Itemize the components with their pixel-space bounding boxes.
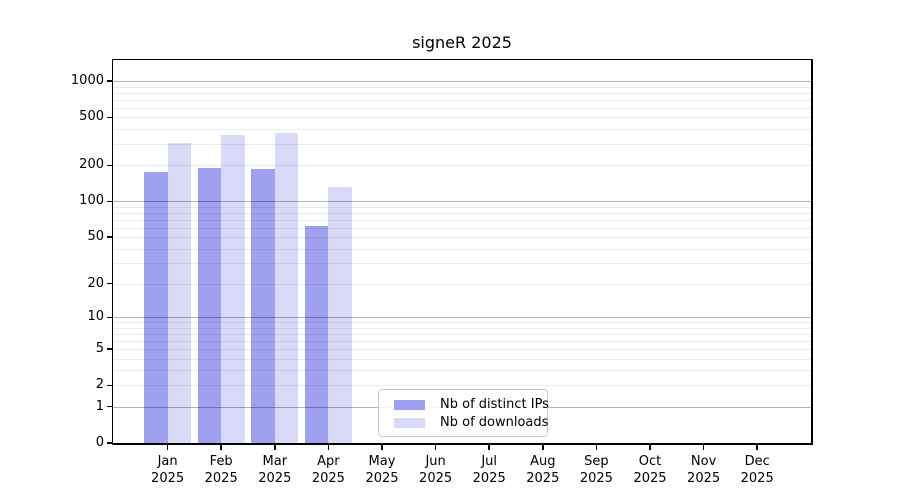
- x-tick-mark: [756, 444, 758, 450]
- legend-label-downloads: Nb of downloads: [440, 415, 549, 430]
- x-tick-mark: [702, 444, 705, 450]
- x-tick-mark: [649, 444, 651, 450]
- gridline-minor: [113, 206, 811, 208]
- y-tick-label: 200: [79, 157, 104, 173]
- gridline-minor: [113, 327, 811, 329]
- axis-spine-top: [111, 58, 813, 60]
- x-tick-label: Sep 2025: [579, 453, 613, 486]
- gridline-minor: [113, 263, 811, 265]
- y-tick-mark: [106, 200, 112, 203]
- bar-nb-of-downloads-apr: [328, 186, 352, 443]
- y-tick-label: 1000: [70, 73, 104, 89]
- x-tick-label: May 2025: [365, 453, 399, 486]
- y-tick-mark: [106, 164, 112, 167]
- gridline-minor: [113, 322, 811, 324]
- bar-nb-of-distinct-ips-mar: [251, 169, 275, 443]
- y-tick-label: 0: [95, 435, 104, 450]
- y-tick-label: 1: [95, 398, 104, 414]
- bar-nb-of-distinct-ips-feb: [197, 167, 222, 443]
- x-tick-mark: [166, 444, 169, 450]
- y-tick-label: 500: [79, 109, 104, 125]
- x-tick-mark: [542, 444, 544, 450]
- gridline-minor: [113, 341, 811, 343]
- gridline-minor: [113, 227, 811, 229]
- gridline-minor: [113, 385, 811, 387]
- x-tick-label: Feb 2025: [204, 453, 238, 486]
- legend-item-distinct-ips: Nb of distinct IPs: [394, 397, 549, 413]
- x-tick-label: Oct 2025: [633, 453, 667, 486]
- gridline-minor: [113, 370, 811, 372]
- gridline-minor: [113, 92, 811, 94]
- gridline-minor: [113, 349, 811, 351]
- x-tick-label: Dec 2025: [740, 453, 774, 486]
- bar-nb-of-downloads-feb: [221, 134, 245, 443]
- y-tick-mark: [106, 316, 112, 319]
- x-tick-mark: [327, 444, 330, 450]
- gridline-minor: [113, 212, 811, 214]
- y-tick-label: 50: [87, 229, 104, 245]
- y-tick-label: 2: [95, 377, 104, 393]
- gridline-major: [113, 201, 811, 203]
- bar-nb-of-distinct-ips-apr: [304, 226, 329, 443]
- y-tick-mark: [106, 80, 112, 82]
- gridline-minor: [113, 129, 811, 131]
- x-tick-mark: [434, 444, 437, 450]
- y-tick-mark: [106, 236, 112, 238]
- gridline-minor: [113, 99, 811, 101]
- x-tick-mark: [220, 444, 222, 450]
- y-tick-label: 10: [87, 309, 104, 325]
- y-tick-mark: [106, 405, 112, 408]
- y-tick-mark: [106, 116, 112, 119]
- y-tick-mark: [106, 348, 112, 350]
- x-tick-label: Mar 2025: [258, 453, 292, 486]
- legend-label-distinct-ips: Nb of distinct IPs: [440, 397, 549, 412]
- y-tick-mark: [106, 442, 112, 444]
- legend-item-downloads: Nb of downloads: [394, 415, 549, 431]
- axis-spine-left: [111, 60, 113, 445]
- gridline-minor: [113, 144, 811, 146]
- x-tick-mark: [595, 444, 598, 450]
- y-tick-mark: [106, 384, 112, 387]
- gridline-major: [113, 317, 811, 319]
- y-tick-mark: [106, 282, 112, 285]
- gridline-minor: [113, 237, 811, 239]
- legend: Nb of distinct IPs Nb of downloads: [378, 389, 549, 437]
- x-tick-label: Aug 2025: [526, 453, 560, 486]
- axis-spine-bottom: [111, 443, 813, 445]
- bar-nb-of-downloads-mar: [274, 133, 299, 443]
- y-tick-label: 5: [95, 341, 104, 357]
- gridline-minor: [113, 219, 811, 221]
- x-tick-label: Nov 2025: [687, 453, 721, 486]
- x-tick-label: Jul 2025: [472, 453, 506, 486]
- x-tick-mark: [274, 444, 276, 450]
- x-tick-mark: [488, 444, 490, 450]
- y-tick-label: 20: [87, 275, 104, 291]
- axis-spine-right: [811, 60, 813, 445]
- gridline-minor: [113, 86, 811, 88]
- gridline-minor: [113, 117, 811, 119]
- x-tick-mark: [381, 444, 383, 450]
- gridline-minor: [113, 283, 811, 285]
- gridline-minor: [113, 334, 811, 336]
- gridline-minor: [113, 107, 811, 109]
- bar-nb-of-downloads-jan: [167, 143, 192, 443]
- x-tick-label: Apr 2025: [311, 453, 345, 486]
- x-tick-label: Jan 2025: [151, 453, 185, 486]
- x-tick-label: Jun 2025: [419, 453, 453, 486]
- gridline-minor: [113, 358, 811, 360]
- gridline-minor: [113, 248, 811, 250]
- gridline-minor: [113, 165, 811, 167]
- legend-swatch-distinct-ips: [394, 400, 425, 410]
- y-tick-label: 100: [79, 193, 104, 209]
- chart-title: signeR 2025: [412, 33, 512, 52]
- gridline-major: [113, 81, 811, 83]
- legend-swatch-downloads: [394, 418, 425, 428]
- bar-nb-of-distinct-ips-jan: [144, 172, 168, 443]
